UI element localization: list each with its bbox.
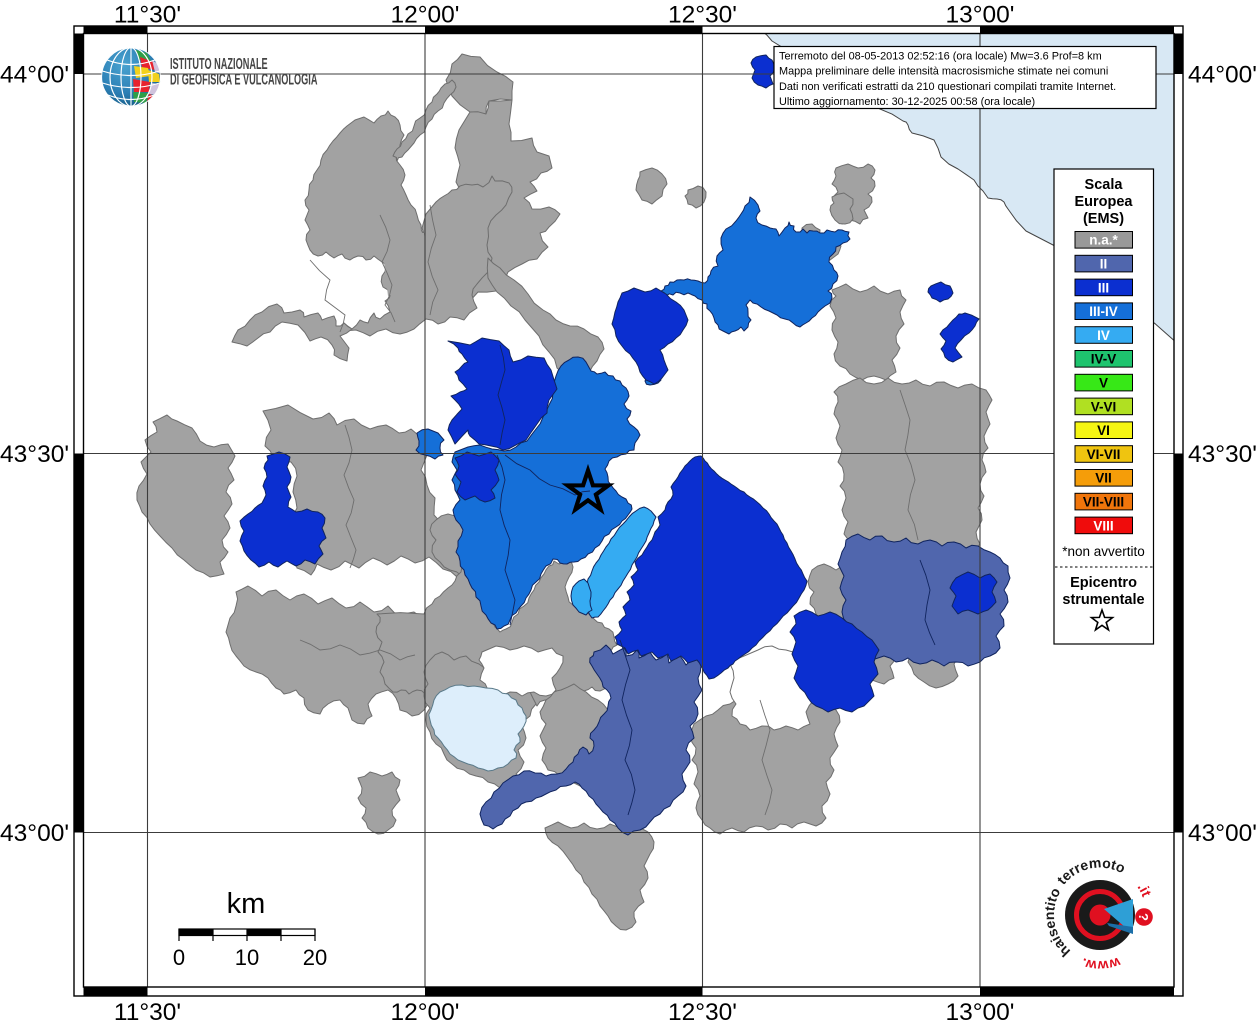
svg-text:Ultimo aggiornamento: 30-12-20: Ultimo aggiornamento: 30-12-2025 00:58 (… — [779, 96, 1035, 108]
svg-text:DI GEOFISICA E VULCANOLOGIA: DI GEOFISICA E VULCANOLOGIA — [170, 71, 317, 88]
svg-text:km: km — [227, 888, 266, 920]
svg-text:V-VI: V-VI — [1091, 399, 1117, 414]
svg-text:43°30': 43°30' — [1188, 441, 1256, 468]
svg-text:12°30': 12°30' — [668, 999, 737, 1024]
svg-text:10: 10 — [235, 945, 259, 970]
svg-text:12°00': 12°00' — [391, 999, 460, 1024]
svg-text:III-IV: III-IV — [1089, 304, 1118, 319]
svg-text:V: V — [1099, 376, 1108, 391]
svg-text:IV-V: IV-V — [1091, 352, 1117, 367]
svg-text:13°00': 13°00' — [946, 999, 1015, 1024]
svg-text:Europea: Europea — [1074, 194, 1133, 210]
svg-text:www.: www. — [1079, 954, 1123, 974]
svg-text:IV: IV — [1097, 328, 1110, 343]
svg-text:*non avvertito: *non avvertito — [1062, 544, 1145, 559]
svg-text:VI: VI — [1097, 423, 1110, 438]
svg-text:20: 20 — [303, 945, 327, 970]
svg-text:III: III — [1098, 280, 1109, 295]
svg-text:43°30': 43°30' — [0, 441, 69, 468]
svg-text:Mappa preliminare delle intens: Mappa preliminare delle intensità macros… — [779, 66, 1108, 78]
svg-text:VII-VIII: VII-VIII — [1083, 495, 1124, 510]
svg-text:0: 0 — [173, 945, 185, 970]
svg-text:VIII: VIII — [1093, 518, 1113, 533]
svg-text:11°30': 11°30' — [114, 2, 181, 29]
svg-text:13°00': 13°00' — [946, 2, 1015, 29]
svg-text:Scala: Scala — [1085, 177, 1124, 193]
svg-text:VII: VII — [1095, 471, 1112, 486]
svg-text:ISTITUTO NAZIONALE: ISTITUTO NAZIONALE — [170, 56, 268, 73]
svg-text:44°00': 44°00' — [0, 62, 69, 89]
svg-text:strumentale: strumentale — [1062, 592, 1144, 608]
svg-text:Terremoto del 08-05-2013 02:52: Terremoto del 08-05-2013 02:52:16 (ora l… — [779, 51, 1102, 63]
svg-text:11°30': 11°30' — [114, 999, 181, 1024]
svg-text:?: ? — [1136, 913, 1151, 921]
svg-text:(EMS): (EMS) — [1083, 211, 1124, 227]
svg-text:Dati non verificati estratti d: Dati non verificati estratti da 210 ques… — [779, 81, 1116, 93]
svg-text:Epicentro: Epicentro — [1070, 575, 1137, 591]
svg-text:n.a.*: n.a.* — [1089, 233, 1118, 248]
svg-text:12°00': 12°00' — [391, 2, 460, 29]
svg-text:12°30': 12°30' — [668, 2, 737, 29]
svg-text:43°00': 43°00' — [1188, 820, 1256, 847]
svg-text:44°00': 44°00' — [1188, 62, 1256, 89]
svg-text:VI-VII: VI-VII — [1087, 447, 1121, 462]
svg-text:43°00': 43°00' — [0, 820, 69, 847]
svg-text:II: II — [1100, 257, 1108, 272]
